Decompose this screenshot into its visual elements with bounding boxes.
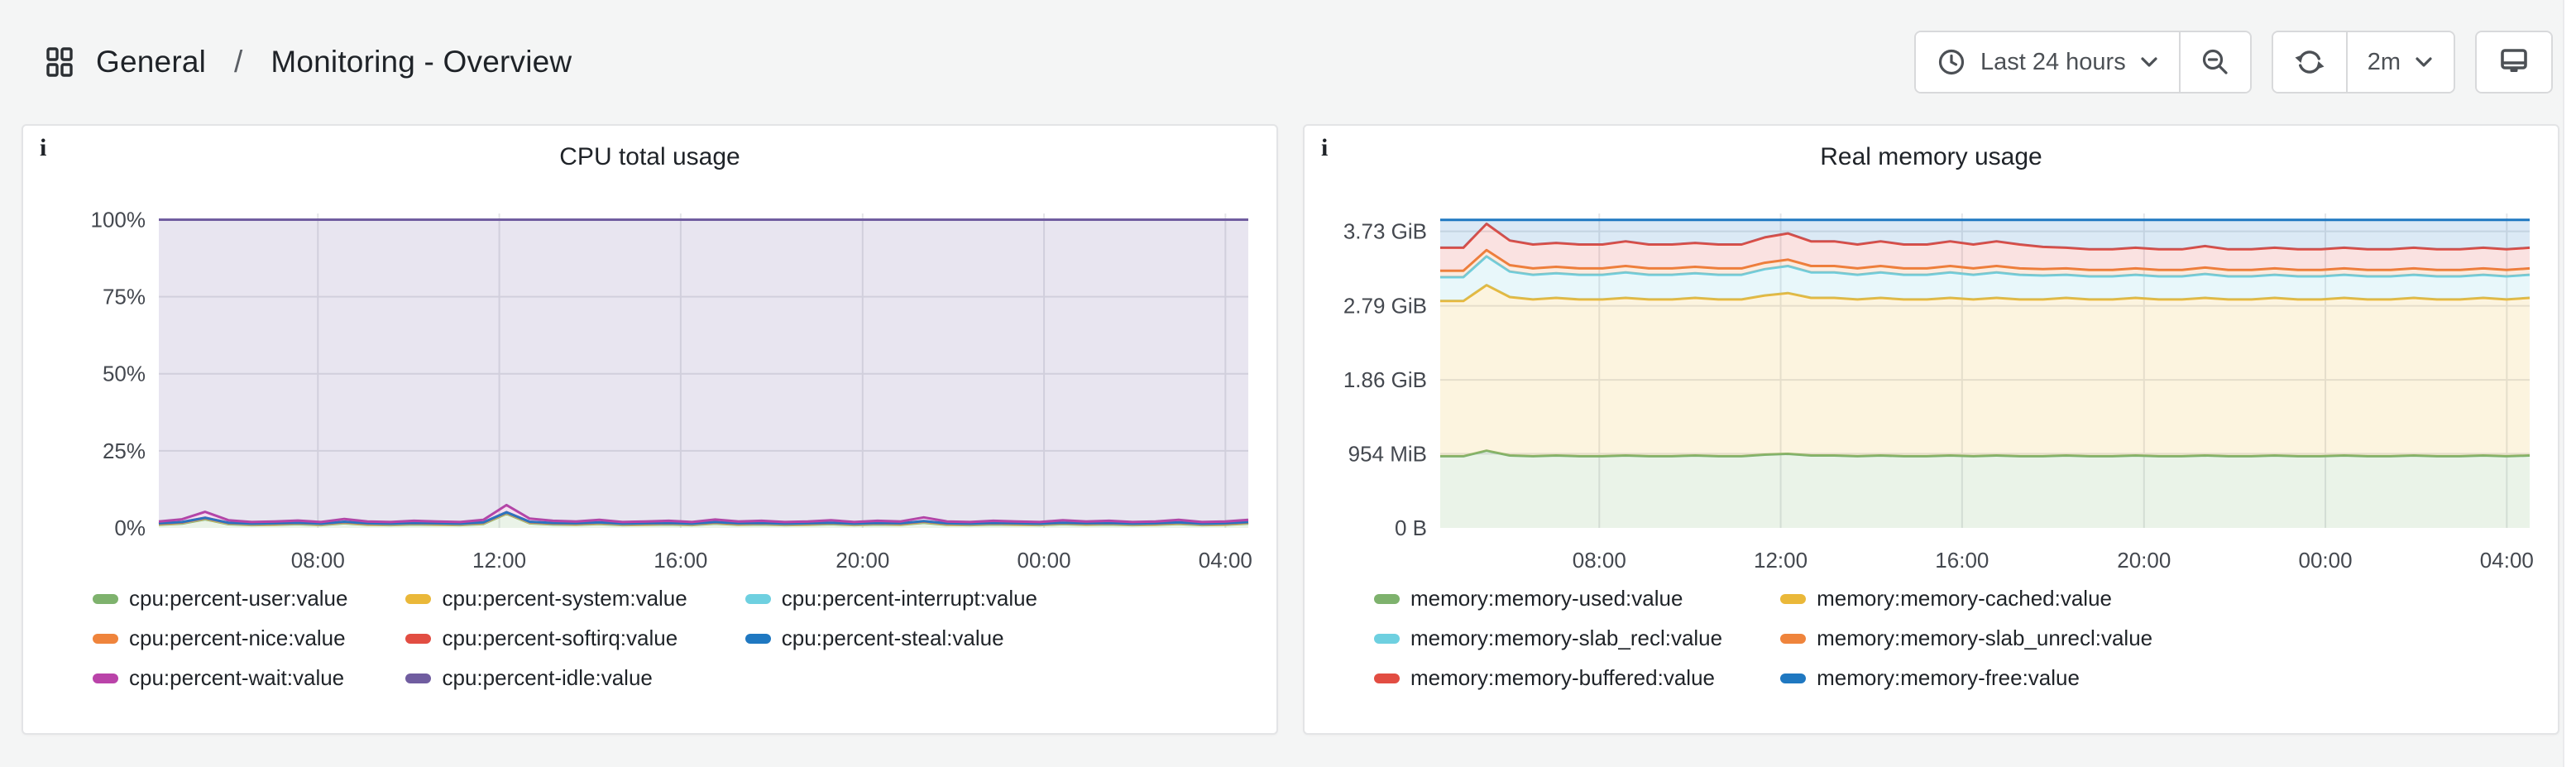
legend-swatch	[1780, 593, 1807, 604]
refresh-icon	[2293, 47, 2326, 77]
svg-text:16:00: 16:00	[1935, 548, 1989, 573]
svg-text:50%: 50%	[103, 362, 146, 386]
kiosk-mode-button[interactable]	[2477, 32, 2551, 92]
legend-item[interactable]: memory:memory-buffered:value	[1374, 665, 1722, 691]
legend-label: memory:memory-free:value	[1817, 665, 2080, 690]
panel-title[interactable]: Real memory usage	[1820, 143, 2042, 170]
legend-label: cpu:percent-steal:value	[781, 626, 1004, 650]
legend-swatch	[745, 633, 771, 644]
legend-item[interactable]: memory:memory-slab_unrecl:value	[1780, 626, 2152, 651]
legend-label: cpu:percent-idle:value	[442, 665, 653, 690]
apps-grid-icon[interactable]	[43, 46, 76, 79]
svg-text:00:00: 00:00	[2299, 548, 2353, 573]
legend-label: cpu:percent-system:value	[442, 586, 687, 611]
legend-label: memory:memory-used:value	[1410, 586, 1683, 611]
legend-item[interactable]: cpu:percent-softirq:value	[405, 626, 687, 651]
svg-text:0 B: 0 B	[1395, 515, 1427, 540]
kiosk-group	[2475, 31, 2553, 93]
legend-label: cpu:percent-interrupt:value	[781, 586, 1038, 611]
legend-swatch	[93, 593, 118, 604]
legend-label: cpu:percent-user:value	[129, 586, 348, 611]
time-range-button[interactable]: Last 24 hours	[1915, 32, 2179, 92]
legend-swatch	[1780, 673, 1807, 683]
svg-text:0%: 0%	[114, 515, 146, 540]
memory-usage-chart[interactable]: 0 B 954 MiB 1.86 GiB 2.79 GiB 3.73 GiB 08:00 1…	[1323, 200, 2540, 581]
svg-text:00:00: 00:00	[1017, 548, 1071, 573]
legend-item[interactable]: memory:memory-cached:value	[1780, 586, 2152, 611]
panel-info-icon[interactable]: i	[40, 134, 47, 161]
monitor-icon	[2497, 46, 2531, 78]
breadcrumb-folder[interactable]: General	[96, 45, 207, 79]
legend-label: cpu:percent-nice:value	[129, 626, 346, 650]
legend-swatch	[745, 593, 771, 604]
cpu-usage-chart[interactable]: 0% 25% 50% 75% 100% 08:00 12:00 16:00 20:00 00:00…	[41, 200, 1258, 581]
refresh-button[interactable]	[2272, 32, 2346, 92]
legend-swatch	[1374, 593, 1400, 604]
panel-real-memory-usage: i Real memory usage 0 B 954 MiB 1.86 GiB 2.…	[1303, 124, 2559, 735]
legend-item[interactable]: cpu:percent-system:value	[405, 586, 687, 611]
svg-text:100%: 100%	[91, 207, 146, 232]
legend-label: cpu:percent-softirq:value	[442, 626, 678, 650]
panel-info-icon[interactable]: i	[1321, 134, 1329, 161]
legend-item[interactable]: memory:memory-slab_recl:value	[1374, 626, 1722, 651]
legend-label: memory:memory-slab_recl:value	[1410, 626, 1723, 650]
svg-text:08:00: 08:00	[1573, 548, 1626, 573]
legend-swatch	[1374, 633, 1400, 644]
legend-item[interactable]: memory:memory-free:value	[1780, 665, 2152, 691]
svg-text:16:00: 16:00	[654, 548, 707, 573]
legend-swatch	[93, 633, 118, 644]
panel-cpu-total-usage: i CPU total usage 0% 25% 50% 75% 100% 08:00 12…	[22, 124, 1278, 735]
legend-item[interactable]: cpu:percent-idle:value	[405, 665, 687, 691]
svg-text:20:00: 20:00	[836, 548, 889, 573]
legend-swatch	[405, 633, 432, 644]
refresh-group: 2m	[2271, 31, 2455, 93]
zoom-out-icon	[2200, 47, 2230, 77]
legend-item[interactable]: cpu:percent-user:value	[93, 586, 347, 611]
legend-item[interactable]: cpu:percent-nice:value	[93, 626, 347, 651]
zoom-out-button[interactable]	[2178, 32, 2250, 92]
dashboard-header: General / Monitoring - Overview Last 24 …	[0, 0, 2576, 124]
breadcrumb-page-title[interactable]: Monitoring - Overview	[271, 45, 572, 79]
legend-swatch	[405, 673, 432, 683]
cpu-chart-legend: cpu:percent-user:value cpu:percent-system…	[93, 586, 1258, 691]
svg-text:04:00: 04:00	[1199, 548, 1252, 573]
dashboard-panels: i CPU total usage 0% 25% 50% 75% 100% 08:00 12…	[0, 124, 2576, 735]
svg-text:08:00: 08:00	[291, 548, 345, 573]
svg-text:12:00: 12:00	[1754, 548, 1808, 573]
svg-text:25%: 25%	[103, 439, 146, 463]
legend-label: memory:memory-cached:value	[1817, 586, 2112, 611]
legend-item[interactable]: memory:memory-used:value	[1374, 586, 1722, 611]
breadcrumb-separator: /	[234, 45, 243, 79]
legend-label: memory:memory-slab_unrecl:value	[1817, 626, 2153, 650]
svg-text:04:00: 04:00	[2480, 548, 2534, 573]
svg-text:1.86 GiB: 1.86 GiB	[1343, 367, 1427, 392]
legend-item[interactable]: cpu:percent-interrupt:value	[745, 586, 1037, 611]
legend-swatch	[405, 593, 432, 604]
legend-item[interactable]: cpu:percent-wait:value	[93, 665, 347, 691]
clock-icon	[1936, 46, 1967, 78]
memory-chart-legend: memory:memory-used:value memory:memory-ca…	[1374, 586, 2540, 691]
panel-title[interactable]: CPU total usage	[559, 143, 740, 170]
svg-text:3.73 GiB: 3.73 GiB	[1343, 219, 1427, 244]
time-picker-group: Last 24 hours	[1913, 31, 2252, 93]
svg-text:2.79 GiB: 2.79 GiB	[1343, 294, 1427, 319]
chevron-down-icon	[2139, 55, 2159, 69]
time-range-label: Last 24 hours	[1980, 48, 2126, 75]
svg-text:20:00: 20:00	[2117, 548, 2171, 573]
legend-label: cpu:percent-wait:value	[129, 665, 345, 690]
legend-item[interactable]: cpu:percent-steal:value	[745, 626, 1037, 651]
legend-swatch	[1780, 633, 1807, 644]
chevron-down-icon	[2414, 55, 2434, 69]
breadcrumb: General / Monitoring - Overview	[43, 45, 572, 79]
legend-swatch	[1374, 673, 1400, 683]
dashboard-toolbar: Last 24 hours	[1913, 31, 2553, 93]
refresh-interval-label: 2m	[2367, 48, 2401, 75]
svg-text:954 MiB: 954 MiB	[1348, 441, 1427, 466]
legend-swatch	[93, 673, 118, 683]
refresh-interval-button[interactable]: 2m	[2345, 32, 2454, 92]
svg-text:75%: 75%	[103, 285, 146, 309]
svg-text:12:00: 12:00	[472, 548, 526, 573]
scrollbar-track[interactable]	[2563, 0, 2576, 767]
legend-label: memory:memory-buffered:value	[1410, 665, 1715, 690]
